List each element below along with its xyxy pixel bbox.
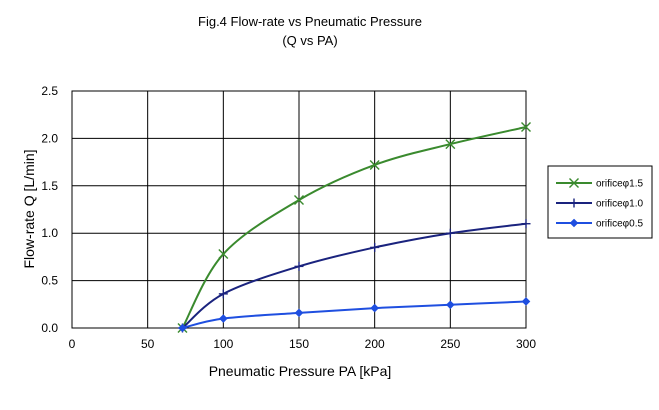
data-point [521, 297, 531, 306]
grid [71, 90, 527, 329]
y-tick-label: 0.5 [41, 274, 58, 288]
x-axis-label: Pneumatic Pressure PA [kPa] [209, 363, 392, 379]
data-point [294, 308, 304, 318]
series-line-1 [181, 126, 527, 329]
y-tick-label: 0.0 [41, 321, 58, 335]
data-point [445, 139, 456, 150]
data-point [219, 314, 228, 323]
legend-label: orificeφ0.5 [596, 219, 643, 230]
y-tick-label: 2.0 [41, 131, 58, 145]
y-tick-label: 1.0 [41, 226, 58, 240]
y-tick-label: 2.5 [41, 84, 58, 98]
data-point [369, 159, 380, 170]
data-point [218, 249, 229, 260]
x-tick-label: 200 [365, 337, 385, 351]
x-tick-label: 0 [69, 337, 76, 351]
data-point [370, 303, 379, 313]
y-axis-label: Flow-rate Q [L/min] [21, 149, 37, 268]
data-point [218, 289, 228, 299]
legend-marker [569, 218, 579, 228]
data-point [294, 195, 304, 206]
data-point [370, 242, 380, 252]
chart-title: Fig.4 Flow-rate vs Pneumatic Pressure [198, 14, 422, 29]
legend-label: orificeφ1.5 [596, 179, 643, 190]
data-point [446, 300, 455, 310]
legend-label: orificeφ1.0 [596, 199, 643, 210]
data-point [521, 219, 531, 229]
data-point [445, 228, 455, 238]
legend-marker [569, 178, 579, 188]
x-tick-label: 100 [213, 337, 233, 351]
data-point [521, 122, 531, 133]
chart-subtitle: (Q vs PA) [282, 33, 337, 48]
x-tick-label: 300 [516, 337, 536, 351]
axis-ticks: 0 50 100 150 200 250 300 0.0 0.5 1.0 1.5 2.0 2.5 [41, 84, 536, 351]
x-tick-label: 150 [289, 337, 309, 351]
y-tick-label: 1.5 [41, 179, 58, 193]
data-point [294, 261, 304, 271]
legend-marker [569, 198, 579, 208]
x-tick-label: 50 [141, 337, 155, 351]
x-tick-label: 250 [440, 337, 460, 351]
data-point [178, 323, 187, 333]
legend: orificeφ1.5 orificeφ1.0 orificeφ0.5 [547, 165, 653, 239]
series-group [177, 122, 531, 333]
